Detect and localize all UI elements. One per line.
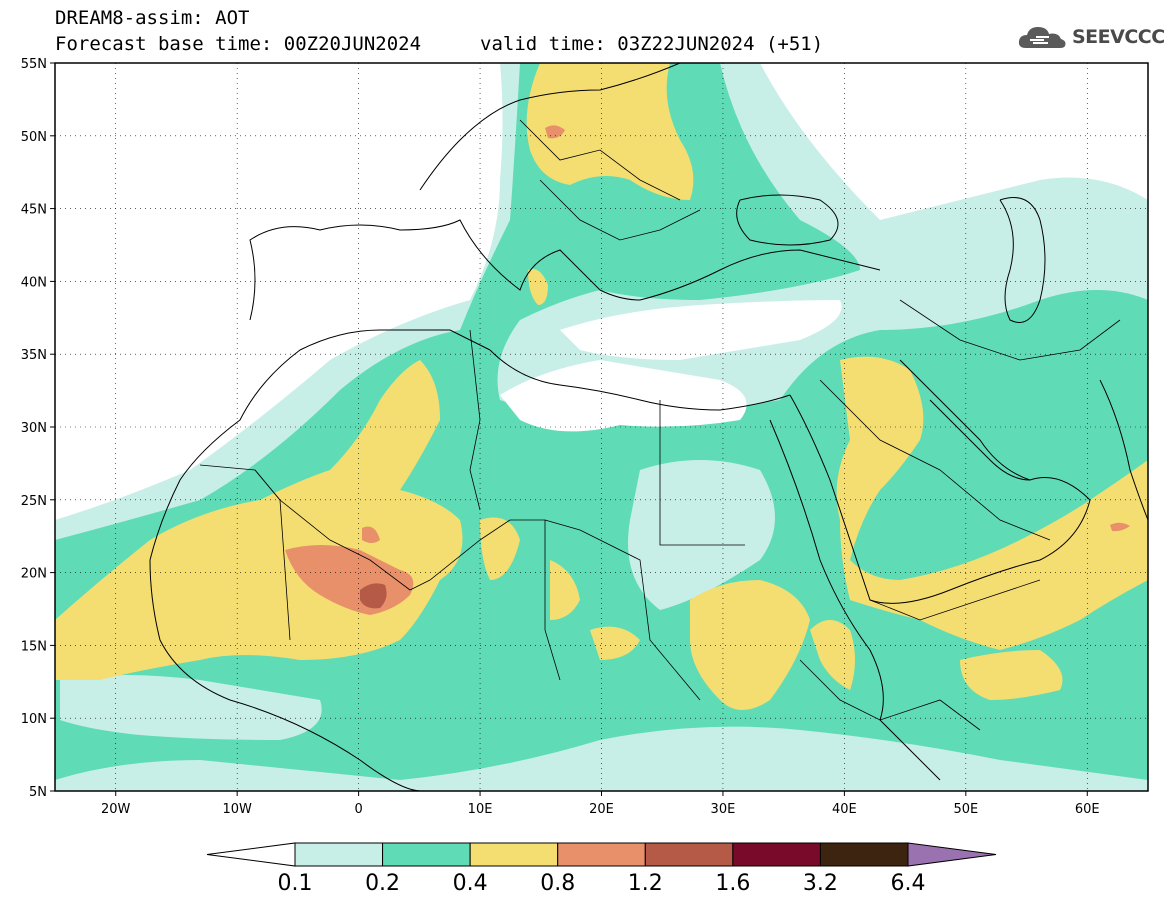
lat-tick-label: 45N xyxy=(21,203,47,218)
colorbar-tick-label: 3.2 xyxy=(803,871,838,896)
lon-tick-label: 10W xyxy=(222,802,252,817)
colorbar-extend-high xyxy=(907,842,997,867)
aot-contour-0.4-europe xyxy=(526,63,694,200)
colorbar-segment xyxy=(644,842,734,867)
latitude-labels: 55N 50N 45N 40N 35N 30N 25N 20N 15N 10N 5N xyxy=(21,57,55,800)
aot-contour-0.1-west xyxy=(60,675,322,740)
coastline-west-africa-south xyxy=(149,559,421,791)
lon-tick-label: 0 xyxy=(354,802,362,817)
seevccc-logo: SEEVCCC xyxy=(1016,22,1165,52)
coastline-west-africa xyxy=(149,329,491,561)
aot-contour-0.8-europe xyxy=(545,125,565,139)
lon-tick-label: 40E xyxy=(832,802,857,817)
colorbar-tick-label: 1.2 xyxy=(628,871,663,896)
longitude-labels: 20W 10W 0 10E 20E 30E 40E 50E 60E xyxy=(101,791,1100,817)
aot-contour-0.4-somalia xyxy=(960,650,1063,700)
aot-field xyxy=(55,63,1148,791)
colorbar: 0.1 0.2 0.4 0.8 1.2 1.6 3.2 6.4 xyxy=(206,842,997,896)
coastline-europe xyxy=(249,219,881,321)
lat-tick-label: 20N xyxy=(21,567,47,582)
clear-region-mediterranean xyxy=(560,300,842,360)
lon-tick-label: 10E xyxy=(468,802,493,817)
lat-tick-label: 25N xyxy=(21,494,47,509)
aot-contour-0.4-italy xyxy=(528,269,548,305)
border-sudan xyxy=(544,519,701,701)
cloud-icon xyxy=(1018,27,1066,48)
lat-tick-label: 15N xyxy=(21,639,47,654)
aot-contour-0.1-sudan xyxy=(628,460,775,610)
colorbar-tick-label: 6.4 xyxy=(891,871,926,896)
aot-contour-0.8-small xyxy=(362,526,380,543)
colorbar-segment xyxy=(469,842,559,867)
border-yemen xyxy=(869,579,1041,621)
lon-tick-label: 50E xyxy=(953,802,978,817)
lon-tick-label: 20E xyxy=(589,802,614,817)
map-title: DREAM8-assim: AOT xyxy=(55,7,250,29)
graticule xyxy=(55,63,1148,791)
lat-tick-label: 30N xyxy=(21,421,47,436)
colorbar-segment xyxy=(819,842,909,867)
aot-contour-0.8-arabia xyxy=(1110,522,1130,532)
border-mali-algeria xyxy=(254,469,511,591)
border-europe-2 xyxy=(539,179,701,241)
coastlines xyxy=(149,63,1148,791)
colorbar-segment xyxy=(294,842,384,867)
aot-contour-0.4-cameroon xyxy=(590,626,640,660)
border-ethiopia xyxy=(799,659,981,731)
colorbar-segment xyxy=(557,842,646,867)
coastline-caspian xyxy=(999,197,1046,323)
colorbar-segment xyxy=(732,842,821,867)
colorbar-tick-label: 0.1 xyxy=(278,871,313,896)
colorbar-tick-label: 1.6 xyxy=(715,871,750,896)
lon-tick-label: 60E xyxy=(1075,802,1100,817)
lat-tick-label: 55N xyxy=(21,57,47,72)
border-saudi xyxy=(819,379,1051,541)
coastline-north-africa xyxy=(489,349,791,411)
lat-tick-label: 40N xyxy=(21,275,47,290)
border-mauritania xyxy=(199,464,291,641)
coastline-black-sea xyxy=(736,194,839,246)
coastline-persian-gulf xyxy=(929,399,1031,481)
colorbar-tick-label: 0.8 xyxy=(540,871,575,896)
colorbar-tick-label: 0.2 xyxy=(365,871,400,896)
aot-contour-0.4-ethiopia xyxy=(810,620,855,690)
borders xyxy=(199,119,1121,731)
coastline-north-europe xyxy=(419,63,681,191)
border-niger-chad xyxy=(510,519,561,681)
aot-contour-1.2 xyxy=(360,583,387,609)
colorbar-extend-low xyxy=(206,842,296,867)
lat-tick-label: 50N xyxy=(21,130,47,145)
aot-contour-0.4-sahara-east xyxy=(550,560,580,620)
border-algeria-libya xyxy=(469,329,481,511)
forecast-base-time: Forecast base time: 00Z20JUN2024 xyxy=(55,33,422,55)
border-europe-1 xyxy=(519,119,681,201)
lat-tick-label: 35N xyxy=(21,348,47,363)
colorbar-segment xyxy=(382,842,471,867)
colorbar-tick-label: 0.4 xyxy=(453,871,488,896)
lat-tick-label: 10N xyxy=(21,712,47,727)
logo-text: SEEVCCC xyxy=(1072,26,1165,48)
border-libya-egypt xyxy=(659,400,745,546)
valid-time: valid time: 03Z22JUN2024 (+51) xyxy=(480,33,824,55)
aot-contour-0.4-arabia xyxy=(836,356,1148,650)
border-iran xyxy=(899,299,1121,361)
lat-tick-label: 5N xyxy=(29,785,47,800)
lon-tick-label: 30E xyxy=(711,802,736,817)
lon-tick-label: 20W xyxy=(101,802,131,817)
aot-contour-0.4-sudan-south xyxy=(690,580,810,710)
coastline-india xyxy=(1099,379,1148,521)
coastline-red-sea xyxy=(769,419,941,781)
